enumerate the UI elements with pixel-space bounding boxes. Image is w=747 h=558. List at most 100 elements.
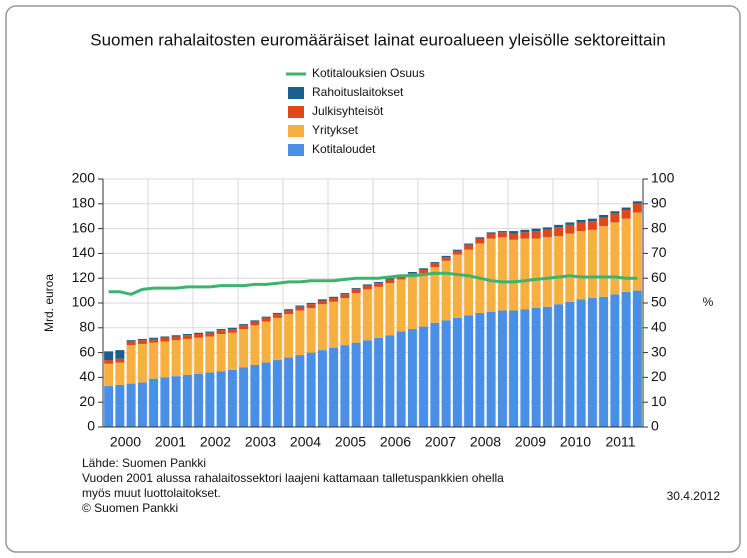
bar-segment	[475, 237, 485, 239]
bar-segment	[385, 278, 395, 280]
legend-label: Julkisyhteisöt	[312, 104, 384, 118]
bar-segment	[284, 314, 294, 358]
bar-segment	[385, 335, 395, 427]
chart-title: Suomen rahalaitosten euromääräiset laina…	[90, 30, 666, 49]
bar-segment	[385, 279, 395, 284]
bar-segment	[441, 255, 451, 258]
bar-segment	[284, 310, 294, 315]
y2-tick-label: 40	[651, 319, 667, 335]
y-tick-label: 40	[79, 368, 95, 384]
bar-segment	[182, 374, 192, 427]
legend-label: Kotitalouksien Osuus	[312, 66, 425, 80]
bar-segment	[520, 232, 530, 239]
y-axis-label: Mrd. euroa	[42, 274, 56, 332]
bar-segment	[137, 382, 147, 427]
bar-segment	[486, 233, 496, 239]
bar-segment	[261, 321, 271, 363]
bar-segment	[250, 325, 260, 365]
bar-segment	[160, 377, 170, 427]
bar-segment	[351, 289, 361, 294]
y-tick-label: 0	[87, 418, 95, 434]
bar-segment	[171, 335, 181, 337]
bar-segment	[362, 284, 372, 286]
bar-segment	[632, 203, 642, 213]
bar-segment	[104, 363, 114, 387]
bar-segment	[261, 362, 271, 427]
bar-segment	[554, 224, 564, 228]
share-line	[108, 271, 638, 296]
bar-segment	[531, 228, 541, 232]
bar-segment	[565, 233, 575, 302]
bar-segment	[272, 314, 282, 318]
bar-segment	[396, 279, 406, 332]
bar-segment	[250, 365, 260, 427]
bar-segment	[205, 332, 215, 337]
bar-segment	[610, 222, 620, 295]
bar-segment	[137, 343, 147, 383]
x-tick-label: 2004	[290, 434, 321, 450]
bar-segment	[542, 229, 552, 238]
y2-tick-label: 30	[651, 343, 667, 359]
bar-segment	[531, 307, 541, 427]
y2-axis-label: %	[703, 295, 714, 309]
bar-segment	[351, 342, 361, 427]
note: Lähde: Suomen Pankki	[82, 456, 206, 470]
legend-label: Yritykset	[312, 123, 359, 137]
bar-segment	[317, 299, 327, 301]
bar-segment	[317, 304, 327, 351]
bar-segment	[295, 305, 305, 307]
bar-segment	[149, 337, 159, 339]
bar-segment	[486, 311, 496, 427]
bar-segment	[520, 309, 530, 427]
bar-segment	[509, 310, 519, 427]
bar-segment	[554, 236, 564, 305]
bar-segment	[509, 239, 519, 311]
bar-segment	[486, 238, 496, 312]
bar-segment	[419, 269, 429, 274]
bar-segment	[126, 345, 136, 384]
note: © Suomen Pankki	[82, 501, 178, 515]
y2-tick-label: 50	[651, 294, 667, 310]
bar-segment	[565, 222, 575, 225]
bar-segment	[452, 250, 462, 255]
bar-segment	[632, 290, 642, 427]
bar-segment	[599, 296, 609, 427]
bar-segment	[182, 334, 192, 336]
bar-segment	[621, 210, 631, 219]
legend-swatch	[288, 144, 304, 156]
bar-segment	[452, 254, 462, 318]
bar-segment	[205, 331, 215, 333]
y2-tick-label: 100	[651, 170, 675, 186]
bar-segment	[610, 213, 620, 223]
bar-segment	[509, 231, 519, 234]
bar-segment	[317, 300, 327, 305]
bar-segment	[452, 317, 462, 427]
bar-segment	[329, 296, 339, 299]
y2-tick-label: 10	[651, 393, 667, 409]
x-tick-label: 2009	[515, 434, 546, 450]
bar-segment	[464, 315, 474, 427]
bar-segment	[340, 294, 350, 299]
x-tick-label: 2008	[470, 434, 501, 450]
bar-segment	[362, 289, 372, 341]
bar-segment	[587, 221, 597, 230]
bar-segment	[554, 227, 564, 237]
y2-tick-label: 0	[651, 418, 659, 434]
bar-segment	[351, 288, 361, 290]
bar-segment	[419, 326, 429, 427]
legend-swatch	[288, 125, 304, 137]
bar-segment	[149, 338, 159, 343]
bar-segment	[520, 238, 530, 310]
bar-segment	[137, 338, 147, 341]
bar-segment	[317, 350, 327, 427]
bar-segment	[160, 337, 170, 342]
bar-segment	[407, 329, 417, 427]
bar-segment	[216, 371, 226, 427]
bar-segment	[272, 312, 282, 315]
bar-segment	[407, 276, 417, 330]
note: Vuoden 2001 alussa rahalaitossektori laa…	[82, 471, 504, 485]
bar-segment	[306, 303, 316, 305]
bar-segment	[576, 219, 586, 223]
bar-segment	[385, 283, 395, 336]
bar-segment	[497, 231, 507, 233]
